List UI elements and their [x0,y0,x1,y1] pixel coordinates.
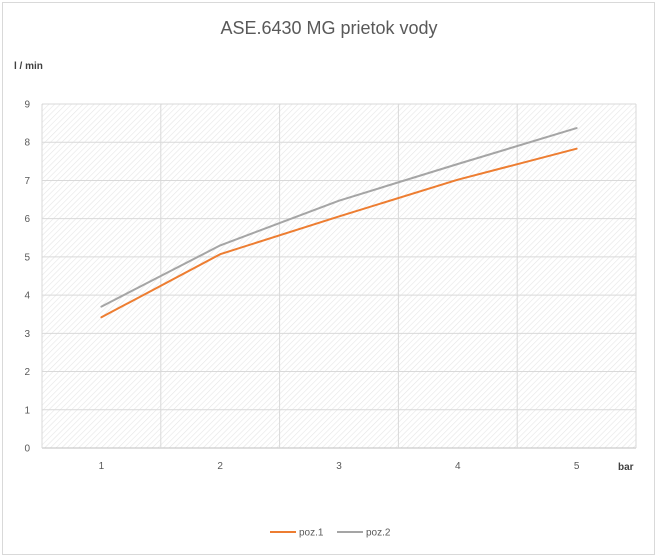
x-tick-label: 2 [217,461,223,472]
x-tick-label: 1 [99,461,105,472]
legend: poz.1 poz.2 [270,528,391,539]
y-axis-label: l / min [14,61,43,72]
x-tick-label: 3 [336,461,342,472]
series-line-poz-1 [100,147,578,319]
y-tick-label: 3 [24,329,30,340]
plot-area [42,104,636,448]
series-line-poz-2 [100,127,578,308]
x-axis-label: bar [618,462,634,473]
tick-labels: 0 1 2 3 4 5 6 7 8 9 1 2 3 4 5 [24,100,579,473]
y-tick-label: 9 [24,100,30,111]
chart-title: ASE.6430 MG prietok vody [220,18,437,38]
legend-label: poz.1 [299,528,324,539]
y-tick-label: 5 [24,252,30,263]
y-tick-label: 0 [24,444,30,455]
x-tick-label: 4 [455,461,461,472]
series-lines [100,127,578,319]
y-tick-label: 1 [24,405,30,416]
x-tick-label: 5 [574,461,580,472]
y-tick-label: 8 [24,138,30,149]
y-tick-label: 2 [24,367,30,378]
gridlines [41,103,637,449]
legend-label: poz.2 [366,528,391,539]
y-tick-label: 6 [24,214,30,225]
y-tick-label: 7 [24,176,30,187]
y-tick-label: 4 [24,291,30,302]
